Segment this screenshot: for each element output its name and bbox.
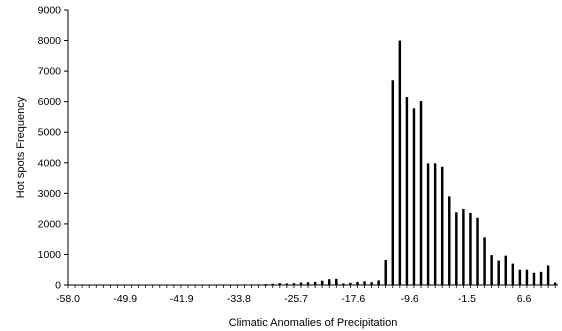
- bar: [546, 265, 550, 285]
- bar: [328, 279, 331, 285]
- x-tick-label: 6.6: [517, 293, 532, 305]
- y-tick-label: 2000: [38, 218, 62, 230]
- bar: [504, 255, 507, 285]
- bar: [433, 163, 437, 285]
- x-tick-label: -9.6: [401, 293, 419, 305]
- y-axis-ticks: 0 1000 2000 3000 4000 5000 6000 7000 8000 9000: [38, 5, 68, 292]
- y-tick-label: 3000: [38, 188, 62, 200]
- bar: [483, 237, 486, 285]
- y-tick-label: 1000: [38, 249, 62, 261]
- bar: [497, 260, 500, 285]
- bar: [271, 283, 274, 285]
- bar: [539, 271, 543, 285]
- bar: [377, 280, 380, 285]
- bar: [342, 283, 345, 285]
- bar: [313, 281, 317, 285]
- bar: [525, 269, 529, 285]
- bar: [518, 269, 522, 285]
- bar: [349, 282, 352, 285]
- bar: [398, 40, 402, 285]
- bar: [299, 282, 303, 285]
- y-tick-label: 6000: [38, 96, 62, 108]
- bar: [490, 255, 493, 285]
- bar: [278, 283, 282, 285]
- bar: [391, 80, 395, 286]
- y-tick-label: 4000: [38, 157, 62, 169]
- bar: [462, 208, 465, 285]
- bar: [412, 108, 416, 285]
- y-axis-title: Hot spots Frequency: [15, 96, 27, 198]
- y-tick-label: 8000: [38, 35, 62, 47]
- bar: [455, 212, 458, 285]
- bar: [320, 280, 324, 285]
- bar: [553, 282, 557, 285]
- x-tick-label: -17.6: [341, 293, 365, 305]
- x-tick-label: -58.0: [56, 293, 80, 305]
- x-axis-title: Climatic Anomalies of Precipitation: [229, 317, 398, 329]
- y-tick-label: 7000: [38, 66, 62, 78]
- y-tick-label: 0: [55, 280, 61, 292]
- bar: [285, 283, 289, 285]
- bar: [419, 101, 423, 285]
- bar: [292, 283, 296, 285]
- bar: [448, 196, 451, 285]
- bar: [405, 97, 409, 285]
- bar: [476, 217, 479, 285]
- bars: [80, 40, 557, 286]
- bar: [356, 281, 359, 285]
- bar: [370, 282, 373, 285]
- y-tick-label: 5000: [38, 127, 62, 139]
- bar: [511, 263, 515, 285]
- bar: [440, 166, 444, 285]
- x-tick-label: -33.8: [227, 293, 251, 305]
- y-tick-label: 9000: [38, 5, 62, 17]
- x-tick-label: -1.5: [458, 293, 476, 305]
- bar: [426, 163, 430, 285]
- bar: [306, 282, 310, 285]
- bar: [532, 272, 536, 285]
- x-tick-label: -41.9: [170, 293, 194, 305]
- bar: [384, 259, 387, 285]
- x-tick-label: -49.9: [113, 293, 137, 305]
- x-tick-label: -25.7: [284, 293, 308, 305]
- x-axis-ticks: -58.0 -49.9 -41.9 -33.8 -25.7 -17.6 -9.6 -1.5 6.…: [56, 285, 556, 305]
- bar: [469, 212, 472, 285]
- bar: [363, 281, 366, 285]
- bar: [335, 278, 338, 285]
